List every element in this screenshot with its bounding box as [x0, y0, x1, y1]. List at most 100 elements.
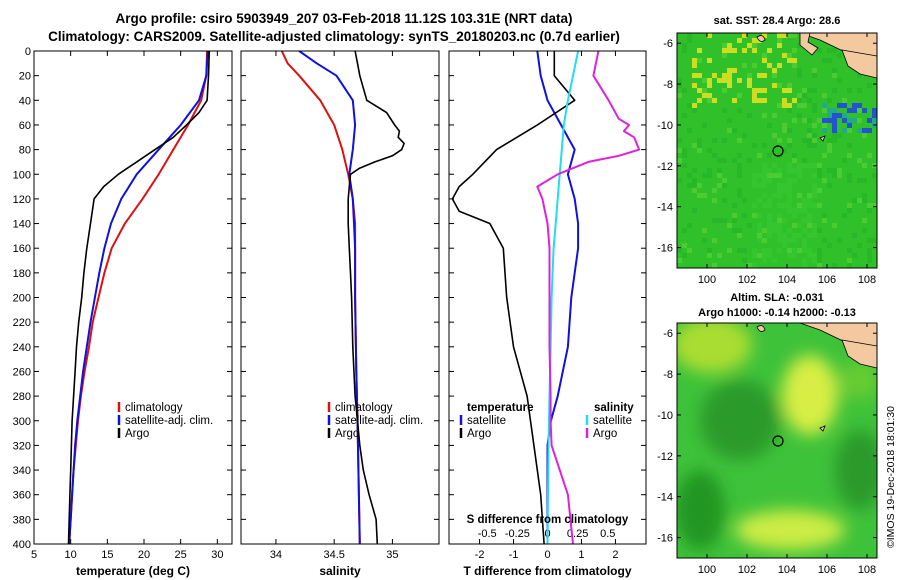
sst-cell [807, 233, 812, 238]
sst-cell [737, 138, 742, 143]
sst-cell [702, 228, 707, 233]
sst-cell [687, 223, 692, 228]
sla-map-title-line1: Altim. SLA: -0.031 [730, 292, 824, 304]
sst-cell [792, 168, 797, 173]
sst-cell [837, 53, 842, 58]
sst-cell [832, 123, 837, 128]
sst-cell [682, 228, 687, 233]
sst-cell [762, 168, 767, 173]
sst-cell [842, 158, 847, 163]
sst-cell [717, 78, 722, 83]
sst-cell [772, 113, 777, 118]
sst-cell [832, 88, 837, 93]
sst-cell [687, 248, 692, 253]
temp-ytick-label: 60 [19, 120, 31, 132]
sst-cell [787, 183, 792, 188]
sst-cell [752, 253, 757, 258]
sst-cell [827, 98, 832, 103]
sst-cell [822, 128, 827, 133]
sst-cell [862, 178, 867, 183]
sst-cell [752, 178, 757, 183]
sst-cell [782, 203, 787, 208]
sst-cell [737, 163, 742, 168]
sst-cell [867, 248, 872, 253]
sst-cell [842, 128, 847, 133]
sst-cell [822, 118, 827, 123]
sst-cell [817, 118, 822, 123]
temp-lines [67, 51, 211, 544]
sst-cell [817, 188, 822, 193]
sst-cell [832, 263, 837, 268]
sst-cell [802, 243, 807, 248]
sst-cell [682, 113, 687, 118]
sst-cell [802, 163, 807, 168]
sst-cell [762, 33, 767, 38]
diff-lines [451, 51, 641, 544]
sst-cell [742, 213, 747, 218]
sst-cell [842, 98, 847, 103]
sst-cell [797, 233, 802, 238]
sst-cell [722, 78, 727, 83]
sst-cell [767, 218, 772, 223]
sst-cell [687, 103, 692, 108]
sst-cell [727, 248, 732, 253]
sst-cell [847, 108, 852, 113]
sst-cell [722, 88, 727, 93]
sla-xtick-label: 104 [778, 564, 796, 576]
sst-cell [767, 48, 772, 53]
sst-cell [862, 193, 867, 198]
sst-cell [712, 188, 717, 193]
sst-cell [727, 73, 732, 78]
sst-cell [772, 193, 777, 198]
sst-cell [832, 173, 837, 178]
sst-cell [812, 143, 817, 148]
sst-cell [777, 83, 782, 88]
sst-cell [817, 203, 822, 208]
sst-cell [797, 163, 802, 168]
sst-cell [847, 143, 852, 148]
sla-ytick-label: -12 [657, 451, 673, 463]
sst-cell [752, 203, 757, 208]
sst-cell [832, 113, 837, 118]
sst-cell [697, 98, 702, 103]
sst-cell [817, 258, 822, 263]
sst-cell [777, 233, 782, 238]
sst-cell [812, 108, 817, 113]
figure-title-line1: Argo profile: csiro 5903949_207 03-Feb-2… [116, 11, 573, 26]
sst-cell [862, 218, 867, 223]
sst-cell [722, 183, 727, 188]
sst-cell [847, 173, 852, 178]
sst-cell [822, 93, 827, 98]
sst-cell [862, 128, 867, 133]
sla-map-title-line2: Argo h1000: -0.14 h2000: -0.13 [698, 307, 856, 319]
sst-cell [822, 123, 827, 128]
sst-cell [752, 213, 757, 218]
sst-cell [687, 128, 692, 133]
sst-cell [817, 263, 822, 268]
sst-cell [777, 238, 782, 243]
sst-cell [852, 233, 857, 238]
sst-cell [757, 228, 762, 233]
sst-cell [777, 63, 782, 68]
sst-cell [692, 208, 697, 213]
sst-cell [782, 33, 787, 38]
sst-cell [772, 173, 777, 178]
sst-cell [832, 118, 837, 123]
sst-cell [762, 98, 767, 103]
sst-cell [807, 138, 812, 143]
sst-cell [792, 33, 797, 38]
sst-cell [737, 153, 742, 158]
sst-cell [692, 143, 697, 148]
sla-ytick-label: -6 [663, 328, 673, 340]
sst-cell [847, 118, 852, 123]
sst-cell [792, 48, 797, 53]
sst-cell [757, 198, 762, 203]
sst-cell [782, 218, 787, 223]
sla-xtick-label: 108 [858, 564, 876, 576]
sst-cell [737, 173, 742, 178]
sst-cell [797, 208, 802, 213]
diff-xlabel: T difference from climatology [463, 564, 631, 578]
sst-map-christmas-island [819, 135, 826, 142]
sst-cell [782, 98, 787, 103]
sst-cell [777, 173, 782, 178]
